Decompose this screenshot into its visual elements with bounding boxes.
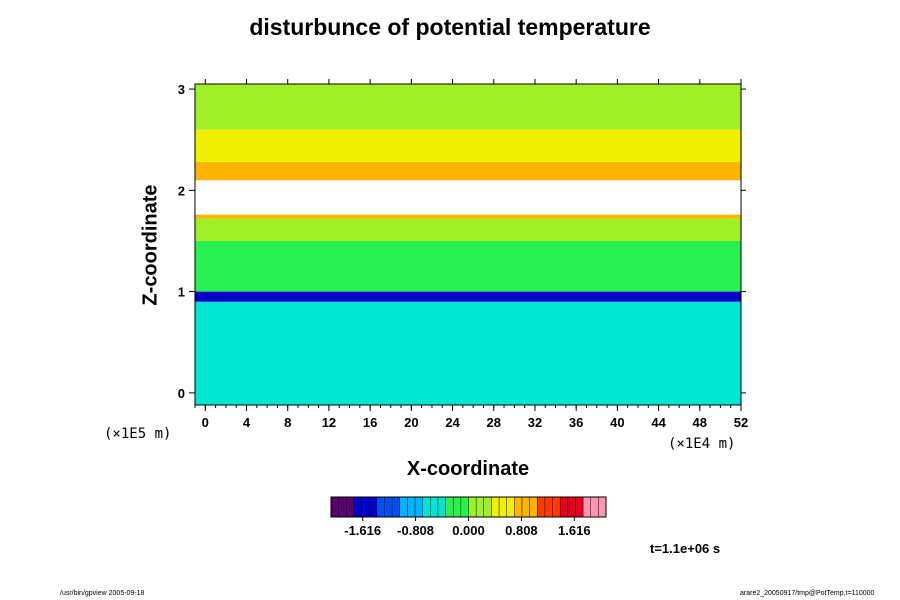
colorbar-cell [529, 497, 538, 517]
field-band [195, 84, 741, 130]
x-tick-label: 4 [243, 415, 251, 430]
x-tick-label: 52 [734, 415, 748, 430]
colorbar-cell [567, 497, 576, 517]
y-axis-unit: (×1E5 m) [104, 426, 172, 442]
colorbar-cell [399, 497, 408, 517]
colorbar-cell [384, 497, 393, 517]
y-tick-label: 0 [178, 386, 185, 401]
time-label: t=1.1e+06 s [650, 541, 721, 556]
x-tick-label: 12 [322, 415, 336, 430]
y-axis-label: Z-coordinate [139, 184, 162, 306]
colorbar-cell [346, 497, 355, 517]
colorbar-cell [392, 497, 401, 517]
field-band [195, 180, 741, 215]
colorbar-cell [430, 497, 439, 517]
field-band [195, 240, 741, 292]
colorbar-cell [483, 497, 492, 517]
colorbar-cell [460, 497, 469, 517]
colorbar-tick-label: -0.808 [397, 523, 434, 538]
x-tick-label: 8 [284, 415, 291, 430]
colorbar-cell [468, 497, 477, 517]
y-tick-label: 1 [178, 285, 185, 300]
x-tick-label: 20 [404, 415, 418, 430]
x-tick-label: 48 [693, 415, 707, 430]
x-tick-label: 28 [487, 415, 501, 430]
colorbar-cell [506, 497, 515, 517]
x-axis-unit: (×1E4 m) [668, 436, 736, 452]
colorbar-cell [415, 497, 424, 517]
field-band [195, 161, 741, 181]
colorbar-cell [353, 497, 363, 517]
field-band [195, 129, 741, 162]
colorbar-cell [552, 497, 561, 517]
colorbar-cell [575, 497, 584, 517]
colorbar-cell [361, 497, 370, 517]
colorbar-cell [583, 497, 592, 517]
field-band [195, 214, 741, 219]
plot-area [194, 83, 742, 406]
colorbar-cell [453, 497, 462, 517]
x-tick-label: 40 [610, 415, 624, 430]
x-tick-label: 0 [202, 415, 209, 430]
y-tick-label: 3 [178, 82, 185, 97]
colorbar-tick-label: -1.616 [344, 523, 381, 538]
footer-source: arare2_20050917/tmp@PotTemp,t=110000 [740, 590, 875, 597]
x-axis-label: X-coordinate [406, 458, 530, 480]
colorbar-tick-label: 1.616 [558, 523, 591, 538]
chart-title: disturbunce of potential temperature [249, 14, 651, 40]
colorbar-cell [331, 497, 340, 517]
field-band [195, 301, 741, 405]
colorbar-cell [476, 497, 485, 517]
colorbar-cell [499, 497, 508, 517]
colorbar-cell [521, 497, 531, 517]
x-tick-label: 24 [445, 415, 460, 430]
colorbar-cell [514, 497, 523, 517]
colorbar-cell [590, 497, 599, 517]
footer-command: /usr/bin/gpview 2005-09-18 [60, 590, 145, 597]
colorbar-cell [598, 497, 607, 517]
colorbar-cell [338, 497, 347, 517]
colorbar-cell [537, 497, 546, 517]
colorbar-tick-label: 0.808 [505, 523, 538, 538]
y-ticks: 0 1 2 3 [178, 82, 746, 401]
field-band [195, 218, 741, 241]
colorbar-cell [445, 497, 454, 517]
x-tick-label: 32 [528, 415, 542, 430]
colorbar-cell [544, 497, 554, 517]
y-tick-label: 2 [178, 183, 185, 198]
plot-frame [194, 83, 742, 406]
field-band [195, 291, 741, 302]
colorbar-cell [491, 497, 500, 517]
x-tick-label: 44 [651, 415, 666, 430]
colorbar-cell [422, 497, 431, 517]
colorbar-cell [376, 497, 385, 517]
x-tick-label: 36 [569, 415, 583, 430]
colorbar-tick-label: 0.000 [452, 523, 485, 538]
x-ticks: 0 4 8 12 16 20 24 28 32 36 40 44 48 52 [194, 79, 748, 430]
colorbar: -1.616 -0.808 0.000 0.808 1.616 [330, 496, 607, 538]
colorbar-cell [369, 497, 378, 517]
x-tick-label: 16 [363, 415, 377, 430]
colorbar-cell [407, 497, 416, 517]
colorbar-cell [437, 497, 447, 517]
colorbar-cell [560, 497, 569, 517]
